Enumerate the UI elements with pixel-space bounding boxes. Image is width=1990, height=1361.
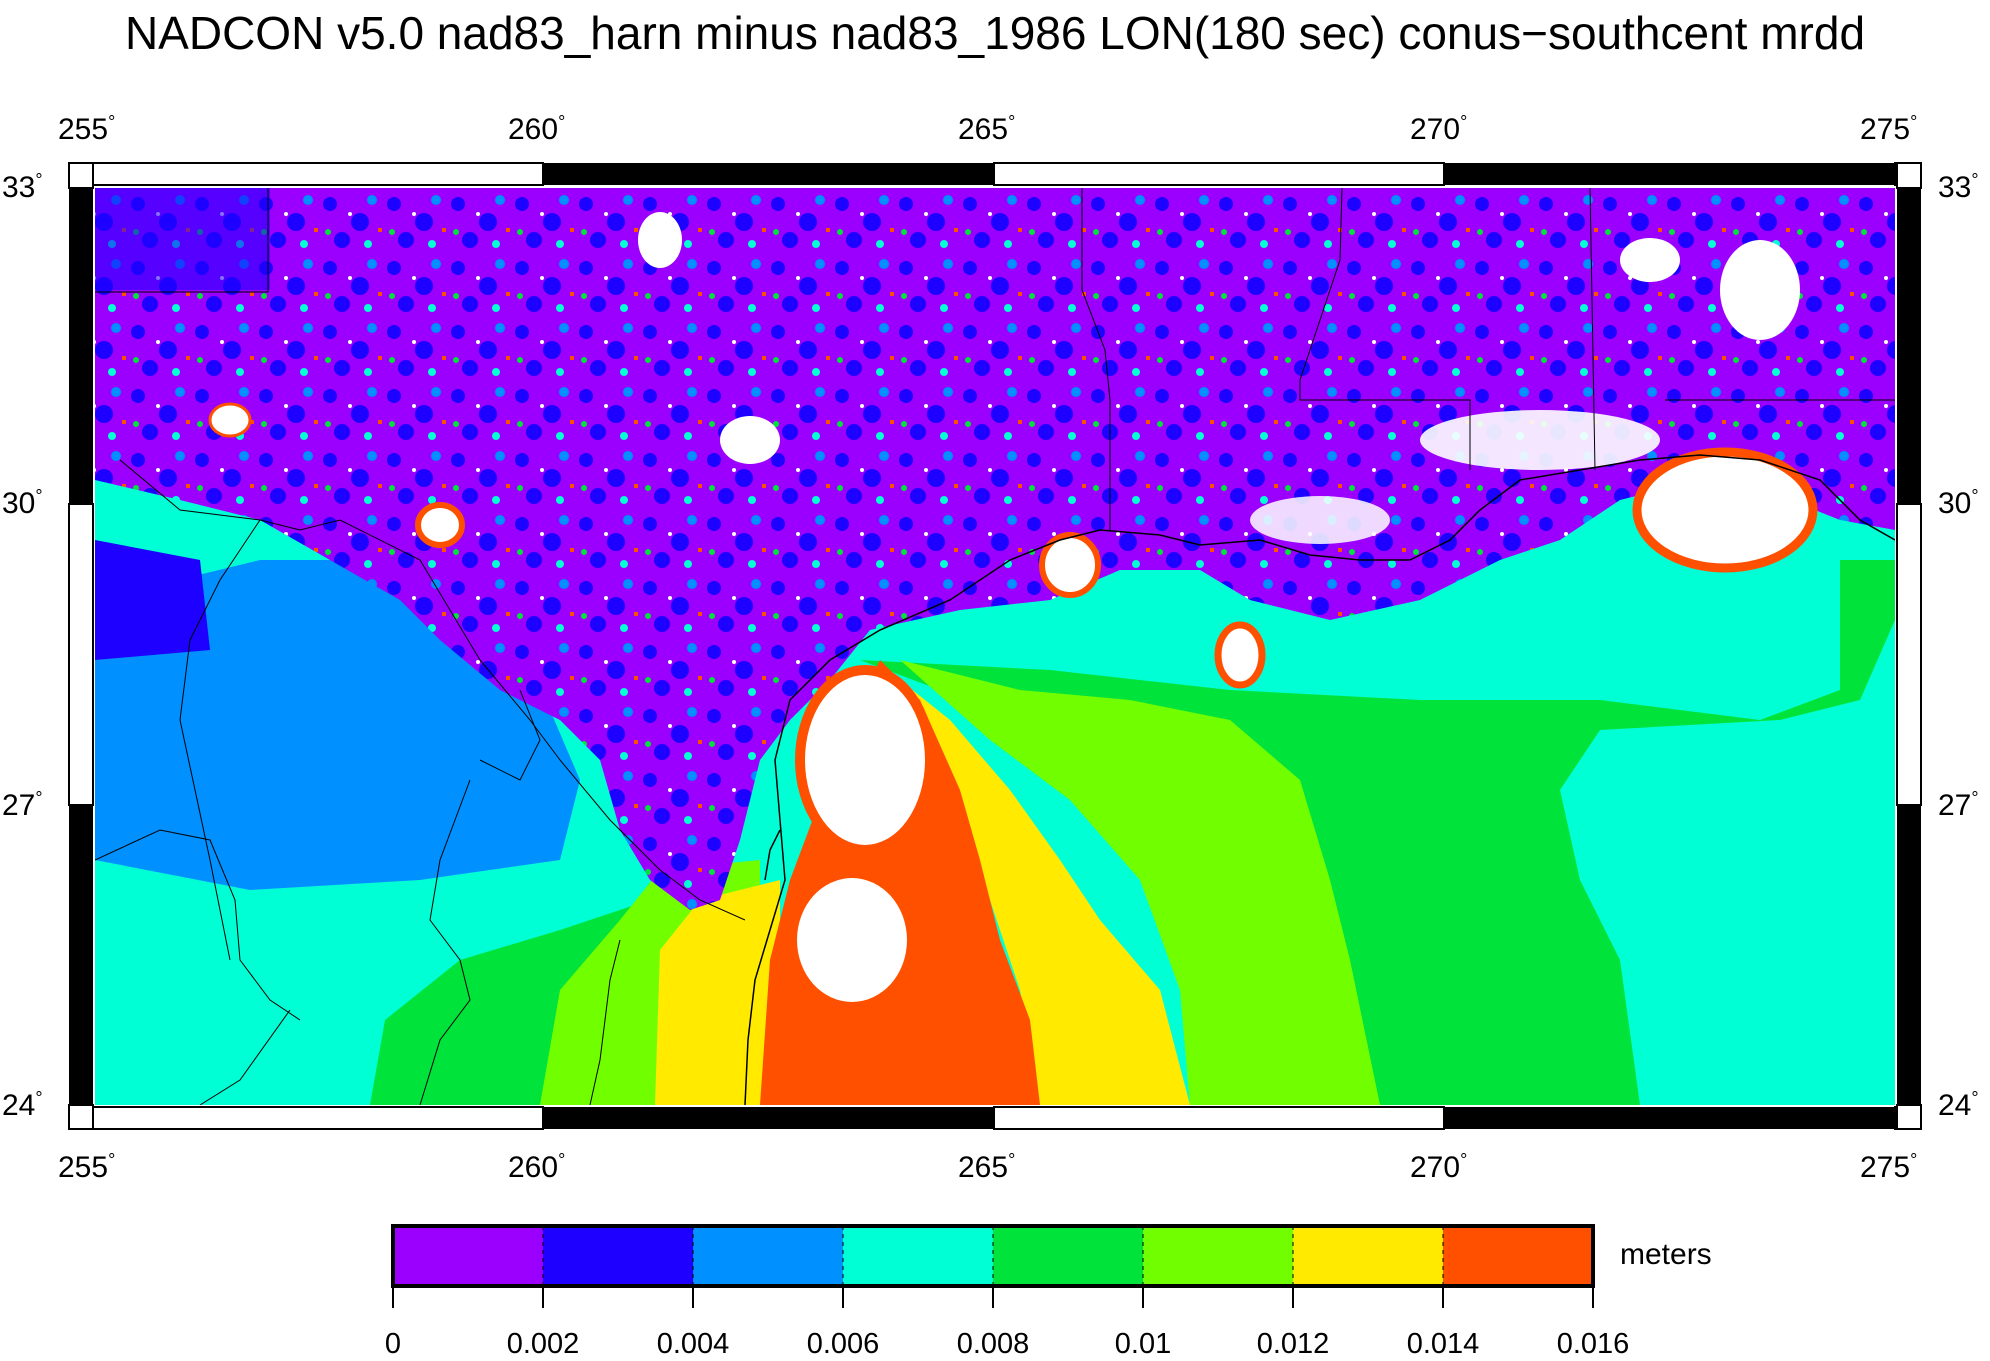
colorbar-tick-label-7: 0.014 bbox=[1406, 1328, 1480, 1360]
colorbar-tick-label-3: 0.006 bbox=[806, 1328, 880, 1360]
lon-tick-bottom-4: 275° bbox=[1860, 1150, 1918, 1184]
mexico-borders bbox=[95, 459, 746, 1105]
colorbar-swatch-2 bbox=[693, 1226, 844, 1286]
colorbar-unit: meters bbox=[1620, 1238, 1712, 1271]
lat-tick-left-1: 30° bbox=[2, 486, 43, 520]
colorbar-tick-label-8: 0.016 bbox=[1556, 1328, 1630, 1360]
land-noise-field bbox=[95, 188, 1895, 910]
lat-tick-right-2: 27° bbox=[1938, 788, 1979, 822]
frame-right bbox=[1896, 162, 1922, 1130]
frame-left bbox=[68, 162, 94, 1130]
field-yellow-south bbox=[655, 880, 780, 1105]
colorbar-tick-label-2: 0.004 bbox=[656, 1328, 730, 1360]
colorbar-tick-label-1: 0.002 bbox=[506, 1328, 580, 1360]
lon-tick-top-1: 260° bbox=[508, 112, 566, 146]
lon-tick-bottom-1: 260° bbox=[508, 1150, 566, 1184]
colorbar-swatch-5 bbox=[1143, 1226, 1294, 1286]
lat-tick-right-1: 30° bbox=[1938, 486, 1979, 520]
colorbar-swatch-0 bbox=[393, 1226, 544, 1286]
coastline bbox=[744, 454, 1895, 1105]
colorbar-tick-label-6: 0.012 bbox=[1256, 1328, 1330, 1360]
lat-tick-left-2: 27° bbox=[2, 788, 43, 822]
colorbar-tick-label-4: 0.008 bbox=[956, 1328, 1030, 1360]
colorbar-tick-label-0: 0 bbox=[384, 1328, 402, 1360]
field-lime-gulf bbox=[900, 660, 1380, 1105]
hotspots bbox=[208, 212, 1818, 1002]
lat-tick-right-0: 33° bbox=[1938, 170, 1979, 204]
hotspot-west bbox=[415, 502, 465, 548]
hotspot-texas-coast bbox=[1039, 532, 1101, 598]
lon-tick-bottom-0: 255° bbox=[58, 1150, 116, 1184]
colorbar-swatch-4 bbox=[993, 1226, 1144, 1286]
colorbar bbox=[391, 1224, 1595, 1308]
lat-tick-left-3: 24° bbox=[2, 1088, 43, 1122]
lat-tick-right-3: 24° bbox=[1938, 1088, 1979, 1122]
colorbar-swatch-6 bbox=[1293, 1226, 1444, 1286]
lon-tick-top-0: 255° bbox=[58, 112, 116, 146]
frame-bottom bbox=[68, 1106, 1922, 1130]
lat-tick-left-0: 33° bbox=[2, 170, 43, 204]
map-title: NADCON v5.0 nad83_harn minus nad83_1986 … bbox=[124, 7, 1866, 59]
lon-tick-top-4: 275° bbox=[1860, 112, 1918, 146]
hotspot-brownsville bbox=[797, 878, 907, 1002]
lon-tick-top-3: 270° bbox=[1410, 112, 1468, 146]
state-borders bbox=[95, 188, 1895, 530]
field-yellow-gulf bbox=[900, 680, 1190, 1105]
lon-tick-bottom-2: 265° bbox=[958, 1150, 1016, 1184]
frame-top bbox=[68, 162, 1922, 186]
hotspot-corpus bbox=[795, 665, 935, 855]
colorbar-swatch-3 bbox=[843, 1226, 994, 1286]
field-blue-west bbox=[95, 540, 210, 660]
lon-tick-bottom-3: 270° bbox=[1410, 1150, 1468, 1184]
hotspot-gulf-small bbox=[1214, 621, 1266, 689]
field-green-gulf bbox=[860, 560, 1895, 1105]
colorbar-tick-label-5: 0.01 bbox=[1114, 1328, 1172, 1360]
colorbar-swatch-1 bbox=[543, 1226, 694, 1286]
hotspot-gulf-east bbox=[1632, 447, 1818, 573]
colorbar-swatch-7 bbox=[1443, 1226, 1594, 1286]
lon-tick-top-2: 265° bbox=[958, 112, 1016, 146]
